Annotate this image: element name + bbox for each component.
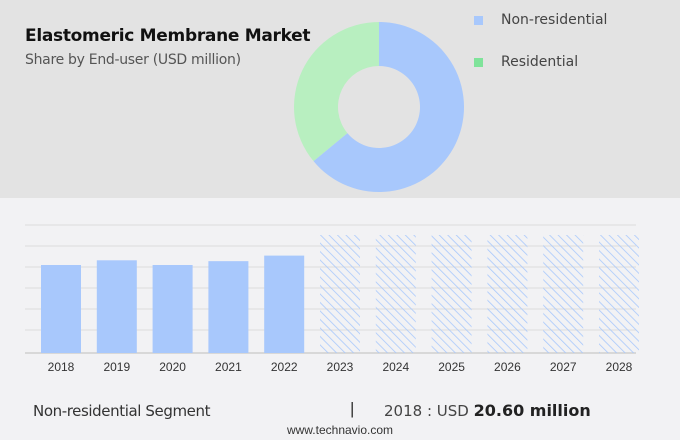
donut-slice-residential (294, 22, 379, 162)
x-tick-label: 2024 (382, 360, 409, 374)
legend-swatch-residential (474, 57, 483, 67)
bar-2018 (41, 265, 81, 353)
x-tick-label: 2021 (215, 360, 242, 374)
legend-label: Non-residential (501, 12, 608, 28)
x-tick-label: 2026 (494, 360, 521, 374)
footer-separator: | (350, 399, 355, 418)
legend-label: Residential (501, 54, 579, 70)
legend-swatch-non-residential (474, 15, 483, 25)
legend-item-residential: Residential (474, 54, 578, 70)
forecast-bar-2024 (375, 235, 416, 353)
forecast-bar-2026 (487, 235, 528, 353)
legend-item-non-residential: Non-residential (474, 12, 607, 28)
x-tick-label: 2018 (48, 360, 75, 374)
donut-chart (294, 22, 464, 192)
bar-chart: 2018 2019 2020 2021 2022 2023 2024 2025 2026 2027… (25, 224, 639, 374)
x-tick-label: 2019 (103, 360, 130, 374)
bar-2021 (208, 261, 249, 353)
chart-title: Elastomeric Membrane Market (25, 26, 311, 46)
value-year: 2018 : USD (384, 402, 474, 420)
value-amount: 20.60 million (473, 401, 591, 420)
x-tick-label: 2027 (550, 360, 577, 374)
website-link[interactable]: www.technavio.com (286, 423, 394, 437)
forecast-bar-2023 (320, 235, 360, 353)
bar-2022 (264, 255, 305, 353)
x-tick-label: 2025 (438, 360, 465, 374)
bar-2019 (96, 260, 137, 353)
forecast-bar-2025 (431, 235, 472, 353)
chart-subtitle: Share by End-user (USD million) (25, 52, 241, 68)
x-tick-label: 2028 (606, 360, 633, 374)
donut-slice-non-residential (313, 22, 464, 192)
bar-2020 (152, 265, 193, 353)
x-tick-label: 2023 (327, 360, 354, 374)
forecast-bar-2027 (543, 235, 584, 353)
x-tick-label: 2020 (159, 360, 186, 374)
forecast-bar-2028 (599, 235, 639, 353)
x-tick-label: 2022 (271, 360, 298, 374)
segment-value: 2018 : USD 20.60 million (384, 401, 591, 420)
segment-label: Non-residential Segment (33, 402, 211, 420)
